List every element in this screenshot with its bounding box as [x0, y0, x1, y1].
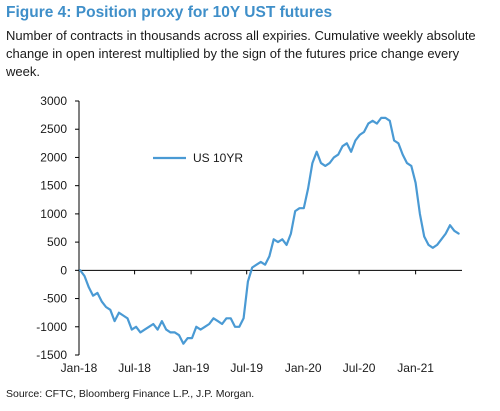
figure-subtitle: Number of contracts in thousands across …	[6, 28, 476, 79]
y-tick-label: -1000	[36, 320, 67, 334]
series-group	[79, 116, 460, 345]
x-tick-label: Jul-20	[343, 361, 376, 375]
y-tick-label: 500	[47, 235, 67, 249]
y-tick-label: 1000	[40, 207, 67, 221]
x-tick-label: Jan-21	[397, 361, 434, 375]
y-axis-ticks: 3000 2500 2000 1500 1000 500 0 -500 -1000 -1500	[36, 94, 79, 362]
chart-axes	[78, 101, 462, 355]
x-tick-label: Jul-18	[118, 361, 151, 375]
y-tick-label: 1500	[40, 179, 67, 193]
series-line-us-10yr	[79, 116, 460, 345]
y-tick-label: 2000	[40, 150, 67, 164]
figure-title: Figure 4: Position proxy for 10Y UST fut…	[6, 4, 333, 21]
legend-label: US 10YR	[193, 151, 243, 165]
y-tick-label: 0	[60, 263, 67, 277]
y-tick-label: -500	[43, 292, 67, 306]
figure-source: Source: CFTC, Bloomberg Finance L.P., J.…	[6, 388, 255, 400]
chart-legend: US 10YR	[153, 151, 243, 165]
y-tick-label: 3000	[40, 94, 67, 108]
x-axis-ticks: Jan-18 Jul-18 Jan-19 Jul-19 Jan-20 Jul-20 Jan-…	[61, 270, 434, 375]
x-tick-label: Jan-20	[285, 361, 322, 375]
x-tick-label: Jul-19	[230, 361, 263, 375]
y-tick-label: 2500	[40, 122, 67, 136]
x-tick-label: Jan-19	[173, 361, 210, 375]
y-tick-label: -1500	[36, 348, 67, 362]
x-tick-label: Jan-18	[61, 361, 98, 375]
